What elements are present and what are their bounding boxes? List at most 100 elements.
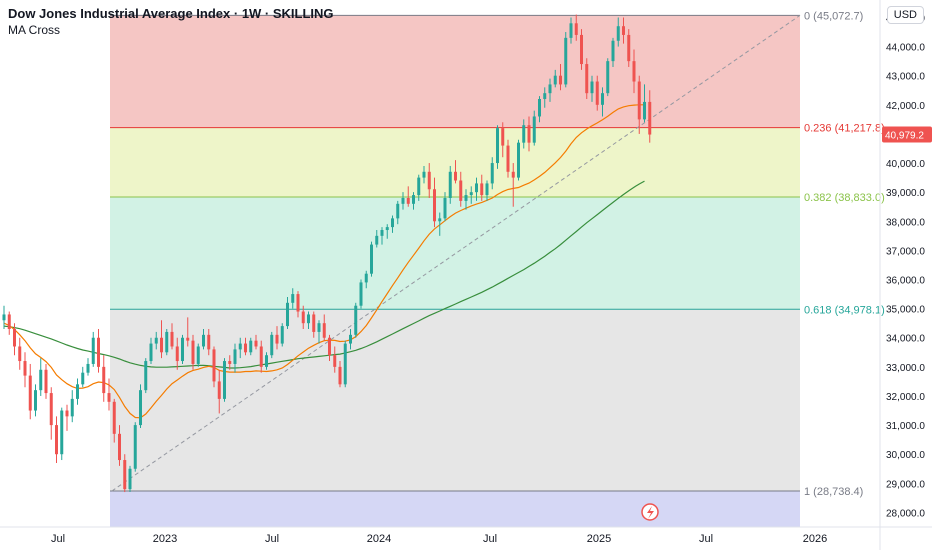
candle-body	[385, 227, 389, 231]
x-tick-label: Jul	[699, 533, 713, 545]
x-tick-label: 2023	[153, 533, 177, 545]
candle-body	[328, 337, 331, 356]
fib-trend-line	[111, 14, 801, 492]
candle-body	[574, 23, 578, 35]
y-tick-label: 39,000.0	[886, 188, 925, 199]
candle-body	[469, 192, 473, 196]
y-tick-label: 40,000.0	[886, 159, 925, 170]
candle-body	[459, 180, 463, 201]
y-tick-label: 30,000.0	[886, 450, 925, 461]
ma-fast-line	[3, 104, 645, 419]
candle-body	[396, 203, 400, 219]
currency-button[interactable]: USD	[886, 6, 924, 24]
candle-body	[60, 410, 64, 455]
candle-body	[212, 349, 216, 382]
y-tick-label: 43,000.0	[886, 72, 925, 83]
y-tick-label: 44,000.0	[886, 43, 925, 54]
candle-body	[338, 366, 342, 385]
candle-body	[118, 433, 121, 461]
candle-body	[39, 369, 43, 391]
candle-body	[175, 346, 179, 362]
candle-body	[49, 393, 53, 426]
y-tick-label: 29,000.0	[886, 479, 925, 490]
candle-body	[186, 337, 190, 341]
fib-zone	[110, 490, 800, 527]
candle-body	[496, 128, 499, 164]
candle-body	[160, 337, 163, 353]
x-tick-label: 2025	[587, 533, 611, 545]
y-tick-label: 37,000.0	[886, 246, 925, 257]
fib-zone	[110, 309, 800, 491]
candle-body	[301, 311, 305, 324]
candle-body	[322, 323, 326, 338]
fib-level-label: 0 (45,072.7)	[804, 10, 863, 22]
chart-title: Dow Jones Industrial Average Index · 1W …	[8, 6, 334, 21]
candle-body	[223, 361, 226, 399]
candle-body	[349, 334, 352, 344]
candle-body	[154, 337, 158, 344]
candle-body	[616, 26, 620, 41]
lightning-glyph	[647, 506, 654, 519]
candle-body	[485, 183, 489, 196]
ma-slow-line	[3, 180, 645, 369]
candle-body	[123, 460, 127, 490]
candle-body	[543, 93, 547, 99]
candle-body	[233, 349, 237, 364]
candle-body	[2, 314, 6, 321]
candle-body	[422, 171, 426, 178]
candle-body	[91, 337, 95, 364]
candle-body	[312, 314, 316, 332]
candle-body	[532, 116, 536, 143]
candle-body	[112, 401, 116, 434]
candle-body	[527, 125, 531, 143]
indicator-label: MA Cross	[8, 23, 61, 37]
x-tick-label: 2024	[367, 533, 391, 545]
candle-body	[107, 393, 111, 402]
candle-body	[569, 23, 573, 38]
candle-body	[375, 235, 379, 245]
y-tick-label: 38,000.0	[886, 217, 925, 228]
candle-body	[475, 183, 478, 193]
candle-body	[506, 145, 510, 172]
candle-body	[364, 273, 368, 283]
candle-body	[23, 361, 27, 376]
candle-body	[443, 197, 447, 219]
candle-body	[454, 171, 457, 181]
candle-body	[632, 61, 636, 82]
y-tick-label: 36,000.0	[886, 276, 925, 287]
x-tick-label: Jul	[51, 533, 65, 545]
y-tick-label: 31,000.0	[886, 421, 925, 432]
fib-zone	[110, 197, 800, 310]
candle-body	[464, 195, 468, 201]
candle-body	[559, 75, 562, 85]
candle-body	[370, 244, 373, 274]
candle-body	[291, 294, 295, 303]
y-tick-label: 33,000.0	[886, 363, 925, 374]
y-tick-label: 28,000.0	[886, 508, 925, 519]
candle-body	[7, 314, 11, 330]
candle-body	[207, 334, 211, 350]
candle-body	[170, 331, 174, 347]
last-price-tag	[882, 126, 932, 143]
fib-level-label: 0.236 (41,217.8)	[804, 123, 885, 135]
candle-body	[490, 163, 494, 184]
candle-body	[501, 128, 505, 146]
candle-body	[196, 346, 200, 364]
candle-body	[254, 340, 258, 347]
candle-body	[181, 337, 184, 362]
candle-body	[139, 390, 142, 426]
candle-body	[102, 366, 106, 394]
candle-body	[265, 355, 268, 367]
candle-body	[81, 372, 85, 385]
y-tick-label: 35,000.0	[886, 305, 925, 316]
candle-body	[28, 375, 32, 411]
candle-body	[44, 369, 48, 394]
candle-body	[433, 189, 436, 222]
candle-body	[86, 363, 90, 373]
candle-body	[427, 171, 431, 190]
candle-body	[585, 64, 589, 94]
candle-body	[480, 183, 484, 196]
candle-body	[259, 346, 263, 367]
candle-body	[538, 98, 541, 117]
